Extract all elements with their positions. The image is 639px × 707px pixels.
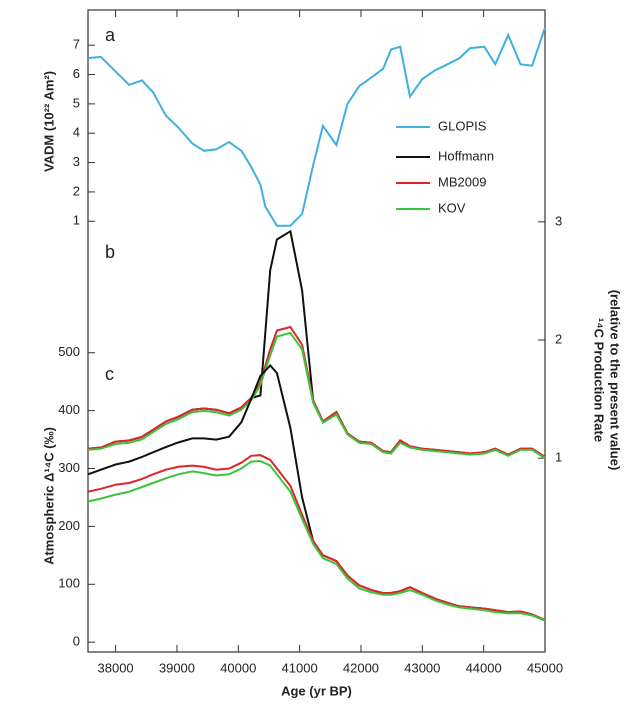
y-axis-title: Atmospheric Δ¹⁴C (‰) — [41, 427, 56, 565]
y-tick-label: 4 — [73, 125, 80, 140]
y-tick-label: 3 — [555, 213, 562, 228]
panel-label: b — [105, 242, 115, 262]
x-tick-label: 38000 — [98, 660, 134, 675]
y-tick-label: 100 — [58, 576, 80, 591]
legend-label: MB2009 — [438, 174, 486, 189]
data-line — [87, 459, 546, 622]
data-line — [87, 27, 546, 227]
legend-label: KOV — [438, 200, 466, 215]
y-tick-label: 6 — [73, 66, 80, 81]
y-tick-label: 2 — [73, 183, 80, 198]
panel-label: c — [105, 364, 114, 384]
legend-label: Hoffmann — [438, 148, 494, 163]
y-tick-label: 200 — [58, 518, 80, 533]
y-tick-label: 0 — [73, 634, 80, 649]
x-axis-title: Age (yr BP) — [281, 683, 352, 698]
y-axis-title: VADM (10²² Am²) — [41, 71, 56, 172]
data-line — [87, 364, 546, 622]
y-tick-label: 7 — [73, 37, 80, 52]
x-tick-label: 44000 — [466, 660, 502, 675]
y-axis-title: (relative to the present value) — [608, 290, 623, 471]
y-tick-label: 1 — [73, 213, 80, 228]
plot-frame — [87, 9, 546, 653]
data-line — [87, 454, 546, 622]
y-tick-label: 300 — [58, 460, 80, 475]
y-tick-label: 1 — [555, 450, 562, 465]
x-tick-label: 40000 — [220, 660, 256, 675]
x-tick-label: 43000 — [404, 660, 440, 675]
y-tick-label: 500 — [58, 344, 80, 359]
y-tick-label: 3 — [73, 154, 80, 169]
y-tick-label: 400 — [58, 402, 80, 417]
x-tick-label: 45000 — [527, 660, 563, 675]
x-tick-label: 41000 — [282, 660, 318, 675]
x-tick-label: 42000 — [343, 660, 379, 675]
legend-label: GLOPIS — [438, 118, 487, 133]
data-line — [87, 229, 546, 458]
panel-label: a — [105, 25, 116, 45]
y-tick-label: 5 — [73, 95, 80, 110]
y-tick-label: 2 — [555, 331, 562, 346]
x-tick-label: 39000 — [159, 660, 195, 675]
y-axis-title: ¹⁴C Production Rate — [592, 318, 607, 442]
data-line — [87, 325, 546, 458]
data-line — [87, 331, 546, 460]
